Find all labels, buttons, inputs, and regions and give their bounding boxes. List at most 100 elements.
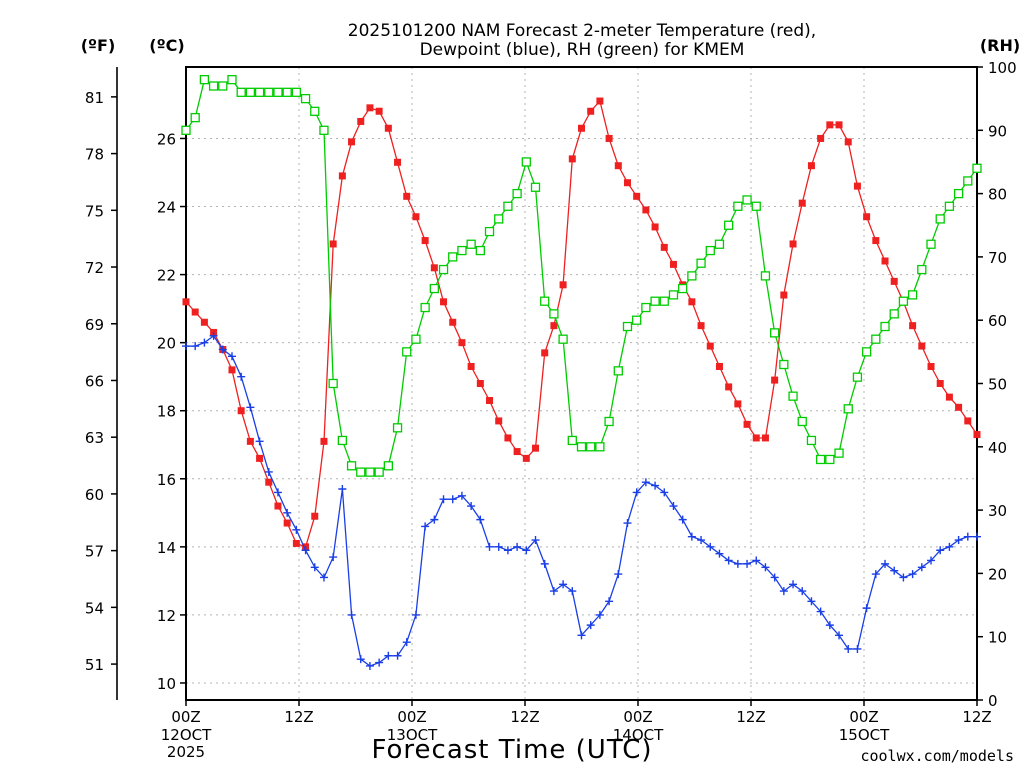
rh-point [742, 195, 752, 205]
x-tick-year-label: 2025 [167, 743, 205, 761]
dewpoint-point [853, 644, 862, 653]
dewpoint-point [384, 651, 393, 660]
dewpoint-point [862, 604, 871, 613]
rh-point [641, 302, 651, 313]
dewpoint-point [522, 546, 531, 555]
temperature-point [669, 260, 677, 268]
temperature-point [366, 104, 374, 112]
celsius-unit-label: (ºC) [149, 36, 184, 55]
rh-point [613, 366, 623, 376]
dewpoint-point [632, 488, 641, 497]
dewpoint-point [844, 644, 853, 653]
temperature-point [495, 417, 503, 425]
temperature-point [633, 192, 641, 200]
dewpoint-point [568, 587, 577, 596]
rh-point [337, 435, 348, 446]
temperature-point [458, 339, 466, 347]
x-tick-label: 12Z [962, 708, 991, 726]
dewpoint-point [825, 621, 834, 630]
rh-point [944, 201, 955, 211]
rh-point [917, 264, 927, 275]
rh-point [926, 239, 936, 249]
rh-point [254, 87, 265, 97]
rh-point [346, 461, 357, 471]
rh-point [586, 442, 596, 452]
dewpoint-point [835, 631, 844, 640]
rh-point [834, 448, 844, 458]
dewpoint-point [678, 515, 687, 524]
rh-point [291, 87, 302, 97]
rh-point [402, 347, 412, 357]
rh-point [972, 163, 982, 173]
temperature-point [909, 322, 917, 330]
rh-point [880, 321, 890, 332]
rh-tick-label: 100 [988, 59, 1017, 77]
temperature-point [430, 264, 438, 272]
temperature-point [237, 407, 245, 415]
dewpoint-point [917, 563, 926, 572]
rh-point [300, 94, 311, 104]
temperature-point [320, 437, 328, 445]
rh-point [558, 334, 568, 344]
rh-point [549, 309, 559, 319]
rh-point [907, 290, 918, 300]
dewpoint-point [614, 570, 623, 579]
celsius-tick-label: 18 [157, 403, 176, 421]
rh-point [687, 271, 697, 281]
temperature-point [725, 383, 733, 391]
dewpoint-point [513, 542, 522, 551]
dewpoint-point [457, 491, 466, 500]
temperature-point [550, 322, 558, 330]
dewpoint-point [623, 519, 632, 528]
temperature-point [853, 182, 861, 190]
dewpoint-point [218, 345, 227, 354]
temperature-point [532, 444, 540, 452]
dewpoint-point [881, 559, 890, 568]
temperature-point [403, 192, 411, 200]
dewpoint-point [559, 580, 568, 589]
celsius-tick-label: 22 [157, 267, 176, 285]
dewpoint-point [310, 563, 319, 572]
temperature-point [338, 172, 346, 180]
dewpoint-point [789, 580, 798, 589]
rh-point [733, 201, 743, 211]
rh-tick-label: 40 [988, 439, 1007, 457]
rh-point [659, 296, 669, 306]
dewpoint-point [540, 559, 549, 568]
dewpoint-point [292, 525, 301, 534]
temperature-point [559, 281, 567, 289]
temperature-point [614, 162, 622, 170]
temperature-point [734, 400, 742, 408]
dewpoint-point [439, 495, 448, 504]
x-tick-label: 00Z [397, 708, 426, 726]
temperature-point [283, 519, 291, 527]
temperature-point [743, 420, 751, 428]
temperature-point [596, 97, 604, 105]
dewpoint-point [963, 532, 972, 541]
temperature-point [706, 342, 714, 350]
dewpoint-point [467, 502, 476, 511]
rh-point [724, 220, 734, 230]
dewpoint-series [182, 331, 981, 670]
temperature-point [486, 397, 494, 405]
rh-point [282, 87, 292, 97]
dewpoint-point [227, 352, 236, 361]
dewpoint-point [549, 587, 558, 596]
rh-point [227, 75, 237, 85]
dewpoint-point [411, 610, 420, 619]
dewpoint-point [706, 542, 715, 551]
dewpoint-point [908, 570, 917, 579]
x-tick-date-label: 12OCT [161, 726, 212, 744]
dewpoint-point [697, 536, 706, 545]
dewpoint-point [816, 607, 825, 616]
rh-point [319, 125, 329, 135]
dewpoint-point [191, 342, 200, 351]
dewpoint-point [531, 536, 540, 545]
temperature-point [357, 117, 365, 125]
rh-point [751, 201, 761, 211]
temperature-point [918, 342, 926, 350]
dewpoint-point [605, 597, 614, 606]
rh-point [420, 302, 430, 313]
rh-point [678, 283, 688, 294]
